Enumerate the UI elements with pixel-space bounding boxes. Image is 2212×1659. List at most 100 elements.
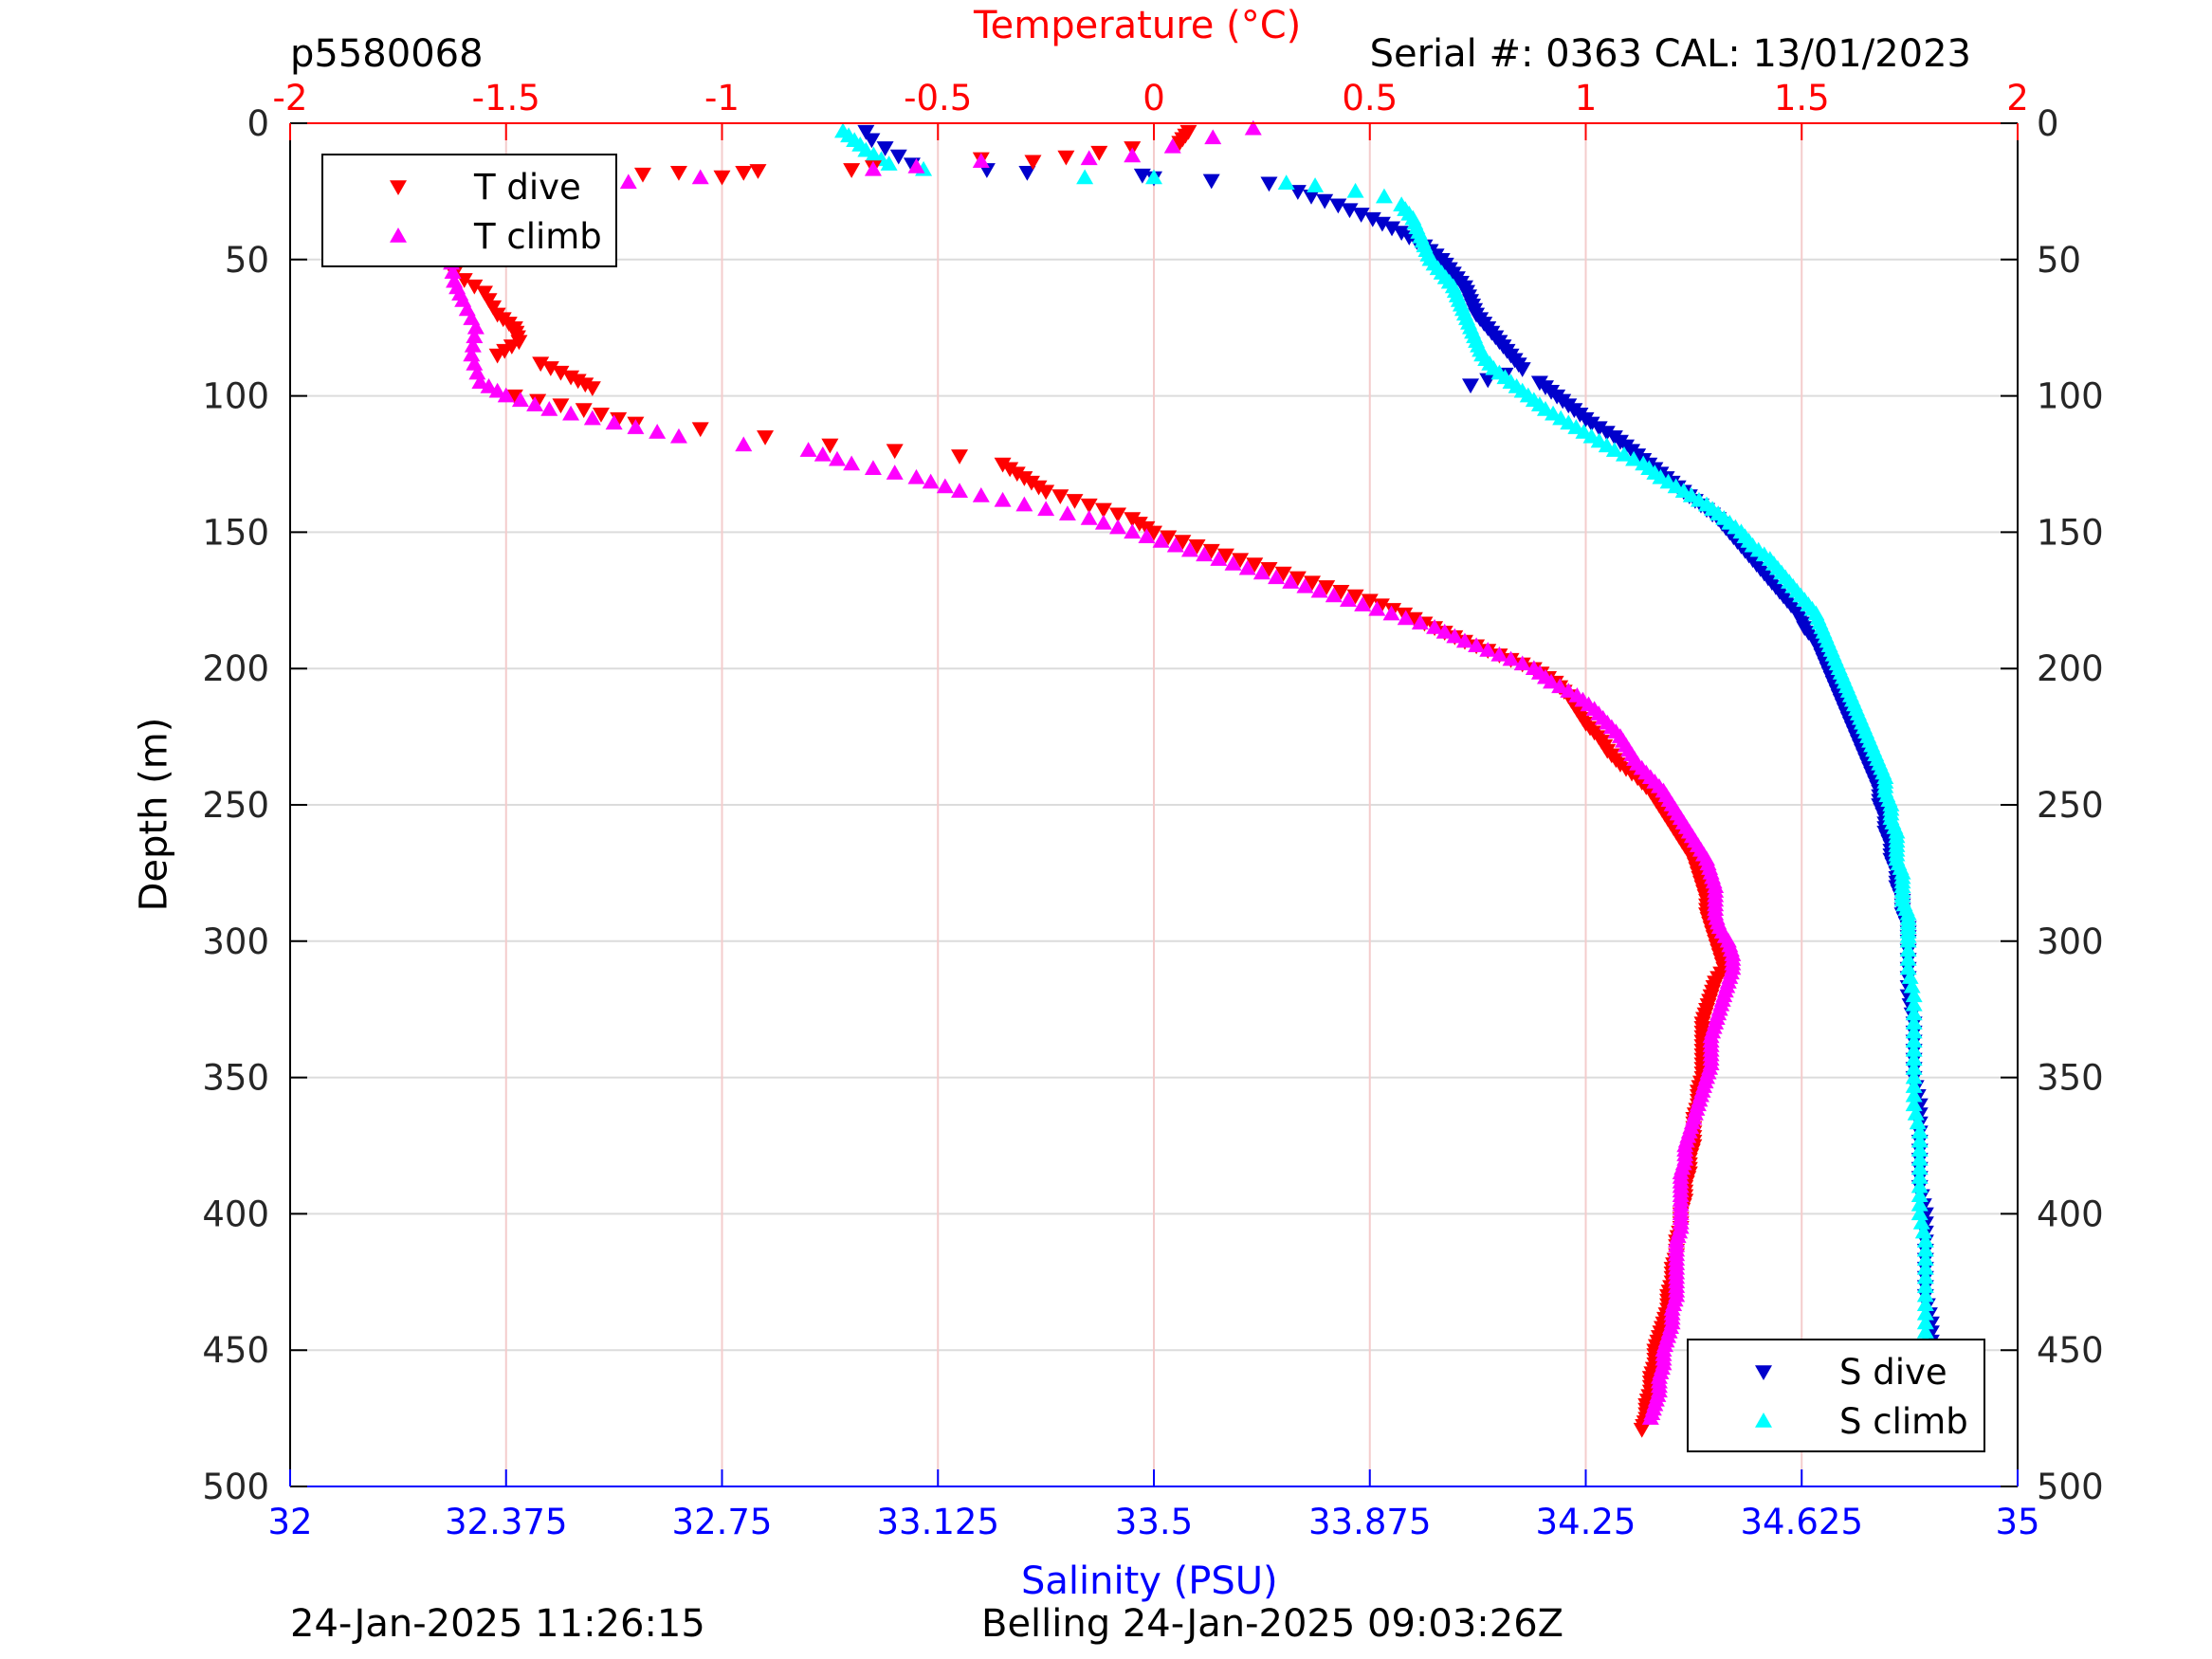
temperature-tick-label: 0	[1143, 78, 1165, 118]
t-climb-point	[1479, 642, 1497, 657]
t-climb-point	[1204, 129, 1222, 145]
t-climb-point	[1560, 683, 1578, 698]
t-climb-point	[1310, 582, 1328, 598]
s-climb-point	[1905, 1078, 1923, 1093]
t-climb-point	[864, 460, 882, 476]
t-climb-point	[735, 436, 753, 452]
depth-tick-label-right: 100	[2037, 376, 2104, 417]
temperature-legend-marker	[390, 228, 407, 243]
t-dive-point	[541, 361, 559, 376]
t-climb-point	[1163, 137, 1181, 154]
s-dive-point	[1303, 189, 1321, 205]
s-climb-point	[1899, 950, 1917, 966]
s-dive-point	[1018, 166, 1036, 181]
salinity-tick-label: 33.875	[1308, 1502, 1431, 1542]
data-marks	[436, 119, 1940, 1449]
t-dive-point	[552, 365, 570, 381]
s-climb-point	[1910, 1159, 1929, 1176]
t-dive-point	[1304, 575, 1322, 592]
t-dive-point	[1109, 507, 1127, 523]
t-dive-point	[1080, 498, 1098, 514]
t-climb-point	[1109, 519, 1127, 535]
t-climb-point	[1037, 501, 1055, 517]
t-dive-point	[496, 343, 514, 359]
s-climb-point	[1910, 1132, 1929, 1148]
temperature-tick-label: -1.5	[472, 78, 540, 118]
depth-tick-label-left: 400	[202, 1194, 269, 1234]
s-climb-point	[1916, 1250, 1934, 1267]
t-dive-point	[1090, 145, 1108, 161]
t-climb-point	[1124, 147, 1142, 163]
depth-tick-label-right: 500	[2037, 1467, 2104, 1507]
temperature-tick-label: 1	[1575, 78, 1598, 118]
s-climb-point	[1346, 182, 1364, 198]
depth-tick-label-right: 50	[2037, 240, 2081, 281]
t-dive-point	[1001, 462, 1019, 478]
t-climb-point	[583, 410, 601, 426]
s-climb-point	[1899, 932, 1917, 948]
salinity-legend-label: S climb	[1839, 1401, 1968, 1442]
s-climb-point	[1905, 995, 1923, 1012]
temperature-tick-label: 1.5	[1774, 78, 1830, 118]
t-climb-point	[627, 419, 645, 434]
temperature-legend-marker	[390, 180, 407, 195]
t-climb-point	[605, 414, 623, 430]
t-climb-point	[1094, 514, 1112, 530]
t-dive-point	[1057, 150, 1075, 166]
t-dive-point	[1094, 502, 1112, 519]
s-climb-point	[1910, 1150, 1929, 1166]
t-dive-point	[466, 279, 484, 295]
t-dive-point	[886, 444, 904, 460]
depth-tick-label-left: 0	[247, 103, 269, 144]
s-climb-point	[1899, 959, 1917, 975]
t-climb-point	[1411, 614, 1429, 630]
t-climb-point	[972, 487, 990, 502]
t-climb-point	[1196, 546, 1214, 562]
temperature-legend-label: T climb	[473, 216, 602, 257]
t-dive-point	[1015, 471, 1033, 486]
t-climb-point	[1238, 559, 1256, 575]
s-climb-point	[1905, 1023, 1923, 1039]
s-climb-point	[1916, 1232, 1934, 1248]
t-dive-point	[552, 398, 570, 414]
t-dive-point	[633, 167, 651, 183]
t-dive-point	[713, 170, 731, 186]
s-climb-point	[1912, 1213, 1930, 1230]
t-climb-point	[1397, 610, 1415, 626]
t-climb-point	[463, 346, 481, 362]
t-climb-point	[1468, 637, 1486, 652]
s-dive-point	[1363, 211, 1381, 228]
t-climb-point	[1080, 150, 1098, 166]
t-dive-point	[1216, 548, 1234, 564]
t-dive-point	[1130, 517, 1148, 532]
s-climb-point	[1916, 1323, 1934, 1339]
t-dive-point	[1008, 466, 1026, 483]
t-climb-point	[843, 455, 861, 471]
t-climb-point	[1502, 650, 1520, 666]
t-dive-point	[1361, 593, 1379, 610]
t-dive-point	[1332, 584, 1350, 600]
depth-tick-label-left: 250	[202, 785, 269, 826]
t-climb-point	[1166, 537, 1184, 553]
depth-tick-label-right: 400	[2037, 1194, 2104, 1234]
t-climb-point	[464, 337, 482, 353]
t-dive-point	[1066, 494, 1084, 509]
depth-axis-title: Depth (m)	[132, 717, 176, 912]
temperature-tick-label: -2	[273, 78, 308, 118]
s-climb-point	[1910, 1141, 1929, 1158]
s-climb-point	[880, 155, 898, 171]
t-climb-point	[1282, 574, 1300, 589]
s-dive-point	[1383, 221, 1401, 237]
t-dive-point	[1037, 484, 1055, 501]
t-climb-point	[1058, 505, 1076, 520]
t-climb-point	[907, 468, 925, 484]
s-climb-point	[1899, 941, 1917, 957]
s-dive-point	[1329, 198, 1347, 214]
plot-timestamp: 24-Jan-2025 11:26:15	[290, 1602, 705, 1646]
t-climb-point	[1543, 673, 1561, 689]
s-climb-point	[1076, 169, 1094, 185]
t-climb-point	[1641, 1410, 1659, 1425]
salinity-tick-label: 34.25	[1536, 1502, 1636, 1542]
